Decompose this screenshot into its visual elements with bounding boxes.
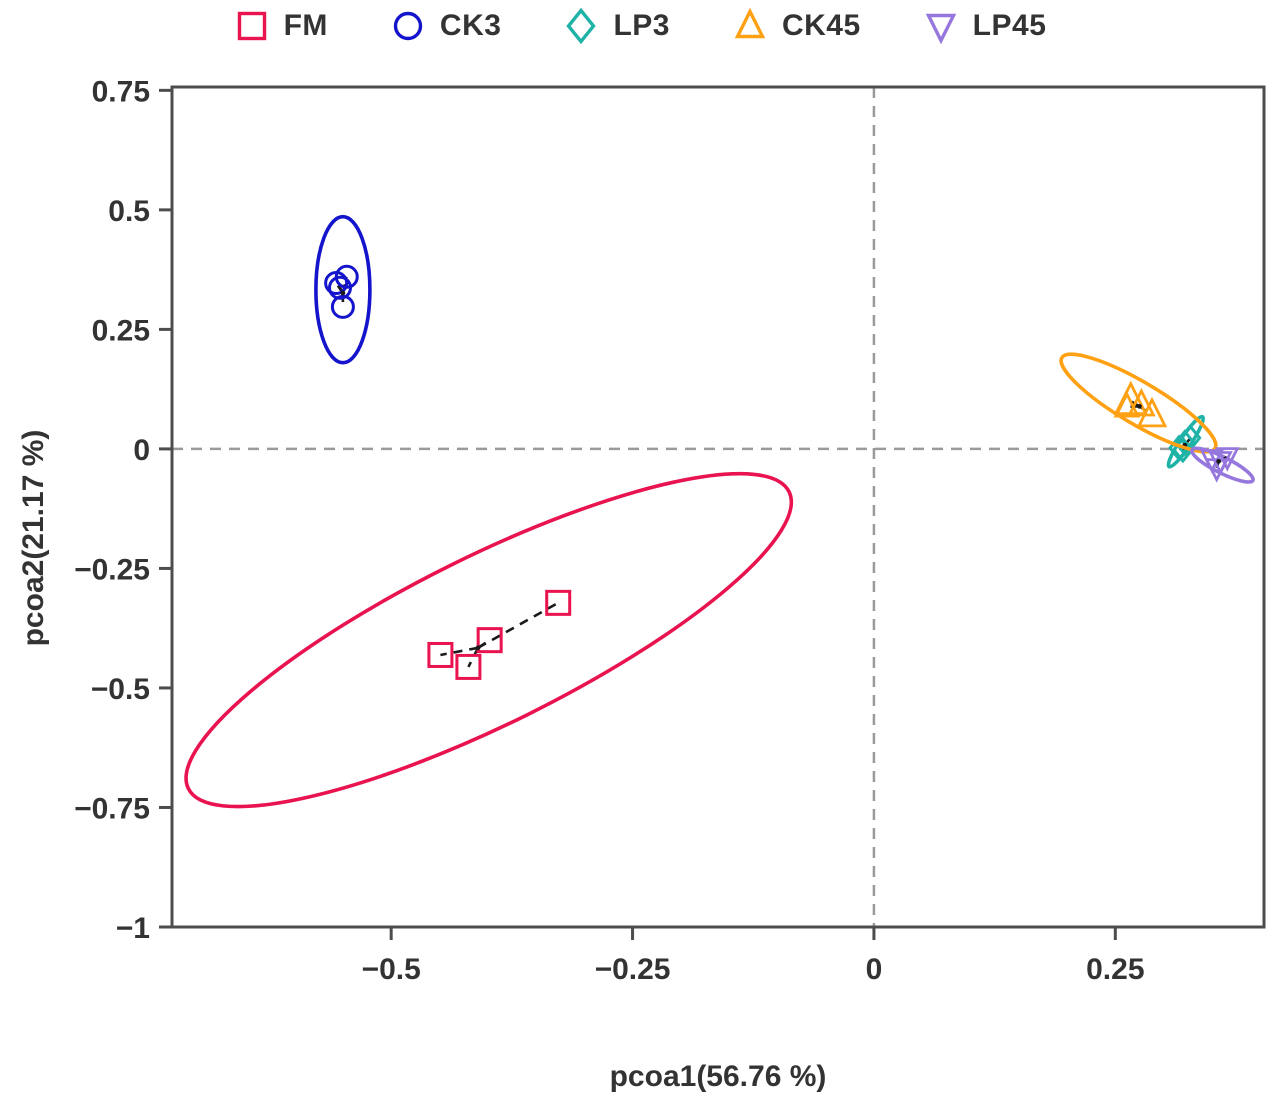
y-tick-label: 0.75: [92, 75, 150, 108]
legend-label-CK45: CK45: [781, 9, 861, 42]
series-FM: [184, 471, 794, 809]
y-tick-label: 0.5: [108, 195, 150, 228]
y-tick-label: 0.25: [92, 314, 150, 347]
legend-label-CK3: CK3: [439, 9, 502, 42]
y-tick-label: −0.5: [91, 673, 150, 706]
CK3-ellipse: [314, 214, 372, 365]
ck45-triangle-up-icon: [734, 8, 766, 39]
y-tick-label: −1: [116, 912, 150, 945]
CK45-point: [1127, 387, 1156, 417]
FM-centroid-dot: [475, 645, 481, 651]
y-tick-label: −0.25: [74, 553, 150, 586]
lp3-diamond-icon: [566, 8, 597, 44]
FM-point: [427, 641, 454, 668]
CK45-point: [1136, 396, 1168, 428]
CK3-point: [330, 294, 355, 319]
legend-item-CK45: CK45: [732, 8, 861, 44]
x-axis-title: pcoa1(56.76 %): [609, 1060, 827, 1093]
FM-legend-glyph: [237, 11, 266, 41]
x-tick-label: −0.5: [362, 953, 421, 986]
ck3-circle-icon: [393, 11, 423, 41]
legend-label-FM: FM: [283, 9, 328, 42]
CK45-ellipse: [1059, 352, 1218, 454]
legend-label-LP45: LP45: [972, 9, 1047, 42]
legend-item-LP45: LP45: [923, 8, 1047, 44]
FM-connector: [440, 646, 479, 657]
LP3-legend-glyph: [566, 8, 597, 44]
series-CK45: [1059, 352, 1218, 454]
series-CK3: [314, 214, 372, 365]
plot-border: [170, 85, 1266, 929]
LP45-point: [1215, 447, 1240, 472]
legend-item-CK3: CK3: [390, 8, 502, 44]
LP45-point: [1204, 458, 1229, 483]
CK3-centroid-dot: [340, 290, 346, 296]
y-axis-title: pcoa2(21.17 %): [17, 429, 50, 647]
LP45-centroid-dot: [1216, 458, 1222, 464]
LP3-point: [1173, 429, 1196, 457]
FM-ellipse: [184, 471, 794, 809]
series-LP45: [1190, 446, 1255, 484]
FM-point: [476, 627, 503, 654]
fm-square-icon: [237, 11, 266, 41]
x-tick-label: 0: [866, 953, 883, 986]
CK45-legend-glyph: [734, 8, 766, 39]
CK45-centroid-dot: [1137, 403, 1142, 409]
FM-connector: [467, 647, 480, 668]
FM-point: [545, 589, 572, 616]
FM-point: [455, 653, 482, 680]
legend: FM CK3 LP3 CK45 LP45: [0, 8, 1280, 44]
legend-item-LP3: LP3: [563, 8, 670, 44]
y-tick-label: −0.75: [74, 792, 150, 825]
legend-label-LP3: LP3: [613, 9, 670, 42]
x-tick-label: 0.25: [1086, 953, 1144, 986]
x-tick-label: −0.25: [595, 953, 671, 986]
legend-item-FM: FM: [234, 8, 328, 44]
lp45-triangle-down-icon: [925, 13, 956, 44]
y-tick-label: 0: [133, 434, 150, 467]
CK3-legend-glyph: [393, 11, 423, 41]
CK45-point: [1113, 390, 1141, 418]
LP45-legend-glyph: [925, 13, 956, 44]
